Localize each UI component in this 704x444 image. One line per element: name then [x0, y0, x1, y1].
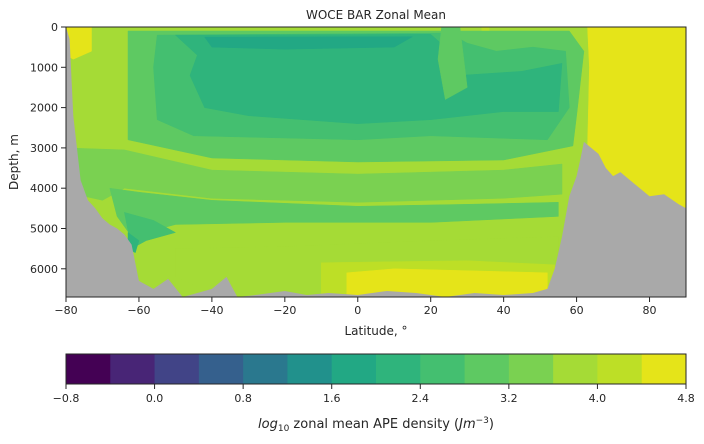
colorbar-swatch: [287, 354, 333, 384]
colorbar-label: log10 zonal mean APE density (Jm−3): [258, 416, 494, 434]
axes: −80 −60 −40 −20 0 20 40 60 80 0 1000 2000 3000 4000 50…: [30, 21, 687, 317]
contour-band-14: [346, 268, 548, 297]
colorbar-tick-label: 4.0: [589, 392, 607, 405]
colorbar-label-sub: 10: [278, 424, 290, 434]
colorbar-swatch: [420, 354, 466, 384]
colorbar-swatch: [464, 354, 510, 384]
y-tick-label: 3000: [30, 142, 58, 155]
colorbar-label-middle: zonal mean APE density (: [289, 417, 459, 432]
x-axis-label: Latitude, °: [344, 324, 407, 338]
x-tick-label: 60: [570, 304, 584, 317]
colorbar-swatch: [641, 354, 687, 384]
colorbar-swatch: [376, 354, 421, 384]
colorbar-label-unit: Jm: [456, 417, 476, 432]
x-tick-label: −40: [200, 304, 223, 317]
x-tick-label: 40: [497, 304, 511, 317]
y-tick-label: 4000: [30, 182, 58, 195]
colorbar-label-log: log: [258, 417, 278, 432]
colorbar-swatch: [198, 354, 244, 384]
colorbar-swatch: [597, 354, 643, 384]
x-tick-label: 0: [354, 304, 361, 317]
contour-band-6: [204, 36, 414, 50]
x-tick-label: 80: [643, 304, 657, 317]
contour-field: [66, 27, 686, 297]
y-tick-label: 0: [51, 21, 58, 34]
colorbar-swatch: [553, 354, 598, 384]
x-tick-label: −20: [273, 304, 296, 317]
contour-band-7: [437, 27, 468, 100]
bathymetry: [66, 27, 686, 297]
colorbar-label-suffix: ): [489, 417, 494, 432]
colorbar-swatch: [508, 354, 554, 384]
colorbar-tick-label: 4.8: [677, 392, 695, 405]
contour-plot-area: [66, 27, 686, 297]
chart-title: WOCE BAR Zonal Mean: [306, 8, 446, 22]
plot-frame: [65, 26, 687, 298]
x-tick-label: −80: [54, 304, 77, 317]
colorbar: −0.8 0.0 0.8 1.6 2.4 3.2 4.0 4.8: [53, 353, 695, 405]
colorbar-label-sup: −3: [476, 416, 489, 426]
colorbar-tick-label: −0.8: [53, 392, 80, 405]
colorbar-tick-label: 1.6: [323, 392, 341, 405]
colorbar-swatch: [66, 354, 111, 384]
y-tick-label: 6000: [30, 263, 58, 276]
colorbar-tick-label: 2.4: [412, 392, 430, 405]
contour-band-0: [66, 27, 92, 60]
y-tick-label: 5000: [30, 222, 58, 235]
y-tick-label: 1000: [30, 61, 58, 74]
y-tick-label: 2000: [30, 102, 58, 115]
colorbar-tick-label: 0.0: [146, 392, 164, 405]
colorbar-swatch: [331, 354, 377, 384]
colorbar-swatch: [154, 354, 200, 384]
colorbar-swatch: [243, 354, 288, 384]
x-tick-label: −60: [127, 304, 150, 317]
colorbar-tick-label: 3.2: [500, 392, 518, 405]
colorbar-tick-label: 0.8: [234, 392, 252, 405]
y-axis-label: Depth, m: [7, 134, 21, 190]
colorbar-swatch: [110, 354, 156, 384]
x-tick-label: 20: [424, 304, 438, 317]
contour-band-8: [66, 147, 563, 203]
colorbar-frame: [65, 353, 687, 385]
